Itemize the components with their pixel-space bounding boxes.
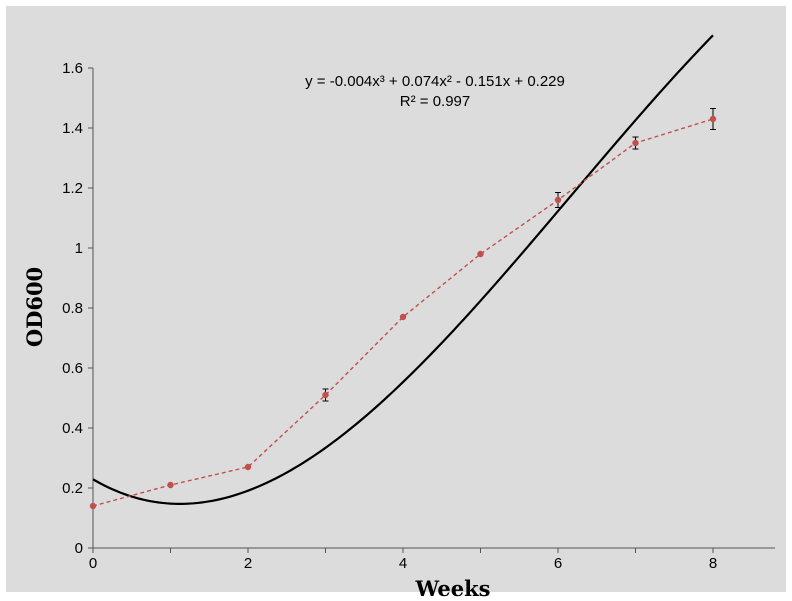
data-point [399,313,407,321]
x-tick-label: 6 [554,555,562,572]
y-tick-label: 1 [75,240,83,257]
data-series-line [92,118,714,507]
chart-background [6,6,786,592]
x-tick-label: 0 [89,555,97,572]
data-point [709,115,717,123]
data-point [477,250,484,258]
x-tick-label: 4 [399,555,407,572]
y-tick-label: 0.6 [62,360,83,377]
y-axis-title: OD600 [22,267,47,347]
fit-curve-layer [92,34,714,505]
data-series-layer [89,108,717,510]
data-point [632,139,639,147]
data-point [244,463,252,471]
y-tick-label: 0.8 [62,300,83,317]
data-point [322,391,329,399]
fit-curve-line [92,34,714,505]
data-point [167,481,174,489]
x-tick-label: 8 [709,555,717,572]
data-point [89,502,97,510]
axes: 0 0.2 0.4 0.6 0.8 1 1.2 1.4 1.6 0 2 4 6 8 [62,60,775,572]
y-tick-label: 0.2 [62,480,83,497]
y-tick-label: 0 [75,540,83,557]
y-tick-label: 1.4 [62,120,83,137]
x-axis-title: Weeks [415,576,491,601]
y-tick-label: 1.2 [62,180,83,197]
x-tick-label: 2 [244,555,252,572]
y-tick-label: 1.6 [62,60,83,77]
y-tick-label: 0.4 [62,420,83,437]
r-squared-annotation: R² = 0.997 [400,93,470,110]
equation-annotation: y = -0.004x³ + 0.074x² - 0.151x + 0.229 [305,73,565,90]
data-point [554,196,562,204]
